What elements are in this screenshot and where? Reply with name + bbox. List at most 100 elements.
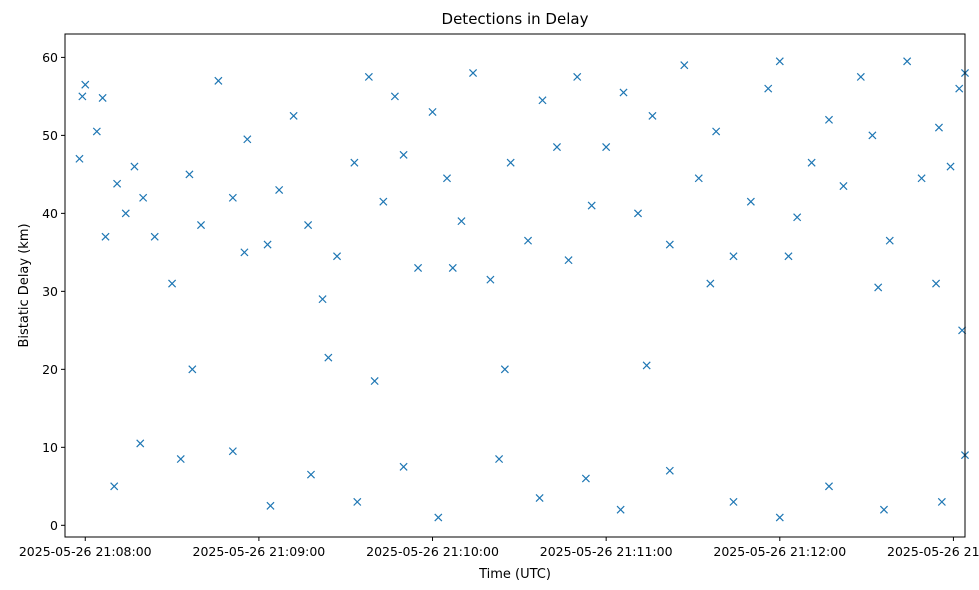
data-point <box>353 497 362 506</box>
x-axis-label: Time (UTC) <box>478 567 551 582</box>
data-point <box>289 111 298 120</box>
y-tick-label: 50 <box>42 128 58 143</box>
data-point <box>885 236 894 245</box>
data-point <box>448 263 457 272</box>
data-point <box>188 365 197 374</box>
data-point <box>587 201 596 210</box>
data-point <box>150 232 159 241</box>
y-tick-label: 10 <box>42 440 58 455</box>
data-point <box>746 197 755 206</box>
data-point <box>78 92 87 101</box>
data-point <box>917 174 926 183</box>
data-point <box>81 80 90 89</box>
data-point <box>729 252 738 261</box>
data-points <box>75 57 970 522</box>
data-point <box>648 111 657 120</box>
x-tick-label: 2025-05-26 21:12:00 <box>713 544 846 559</box>
data-point <box>350 158 359 167</box>
data-point <box>110 482 119 491</box>
x-tick-label: 2025-05-26 21:08:00 <box>19 544 152 559</box>
data-point <box>318 295 327 304</box>
data-point <box>263 240 272 249</box>
data-point <box>176 454 185 464</box>
data-point <box>793 213 802 222</box>
data-point <box>552 143 561 152</box>
data-point <box>868 131 877 140</box>
data-point <box>856 72 865 81</box>
data-point <box>839 182 848 191</box>
data-point <box>101 232 110 241</box>
data-point <box>304 221 313 230</box>
data-point <box>764 84 773 93</box>
data-point <box>937 497 946 506</box>
data-point <box>434 513 443 522</box>
data-point <box>535 493 544 503</box>
data-point <box>457 217 466 226</box>
data-point <box>712 127 721 136</box>
x-tick-label: 2025-05-26 21:13:00 <box>887 544 979 559</box>
data-point <box>946 162 955 171</box>
data-point <box>98 93 107 102</box>
x-tick-label: 2025-05-26 21:10:00 <box>366 544 499 559</box>
data-point <box>523 236 533 245</box>
data-point <box>824 482 834 491</box>
data-point <box>92 127 101 136</box>
data-point <box>75 154 84 163</box>
data-point <box>538 96 547 105</box>
data-point <box>619 88 628 97</box>
data-point <box>266 501 275 510</box>
y-tick-label: 0 <box>50 518 58 533</box>
data-point <box>932 279 941 288</box>
data-point <box>414 263 423 272</box>
plot-frame <box>64 33 966 538</box>
data-point <box>243 135 252 144</box>
y-axis: 0 10 20 30 40 50 60 <box>42 50 65 533</box>
data-point <box>214 76 223 85</box>
data-point <box>390 92 399 101</box>
chart-title: Detections in Delay <box>442 10 589 28</box>
data-point <box>113 179 122 188</box>
data-point <box>729 497 738 506</box>
data-point <box>955 84 964 93</box>
data-point <box>486 275 495 284</box>
y-tick-label: 60 <box>42 50 58 65</box>
x-axis: 2025-05-26 21:08:00 2025-05-26 21:09:00 20… <box>19 537 979 559</box>
data-point <box>136 439 145 448</box>
data-point <box>185 170 194 179</box>
data-point <box>665 240 674 249</box>
data-point <box>602 143 611 152</box>
data-point <box>903 57 912 66</box>
y-tick-label: 40 <box>42 206 58 221</box>
data-point <box>324 353 333 362</box>
data-point <box>168 279 177 288</box>
data-point <box>139 193 148 202</box>
data-point <box>706 279 715 288</box>
data-point <box>500 365 509 374</box>
data-point <box>399 462 408 471</box>
data-point <box>275 185 284 194</box>
data-point <box>564 256 573 265</box>
data-point <box>130 162 139 171</box>
data-point <box>442 174 452 183</box>
data-point <box>694 174 703 183</box>
data-point <box>399 150 408 159</box>
data-point <box>616 505 625 514</box>
data-point <box>874 283 883 292</box>
data-point <box>934 123 943 132</box>
data-point <box>573 72 582 81</box>
data-point <box>506 158 515 167</box>
data-point <box>784 252 793 261</box>
data-point <box>680 61 689 70</box>
data-point <box>633 209 643 218</box>
data-point <box>824 115 834 124</box>
data-point <box>379 197 388 206</box>
data-point <box>370 377 379 386</box>
data-point <box>196 221 206 230</box>
data-point <box>428 107 437 117</box>
y-tick-label: 30 <box>42 284 58 299</box>
data-point <box>240 248 249 257</box>
data-point <box>642 361 651 370</box>
x-tick-label: 2025-05-26 21:11:00 <box>540 544 673 559</box>
